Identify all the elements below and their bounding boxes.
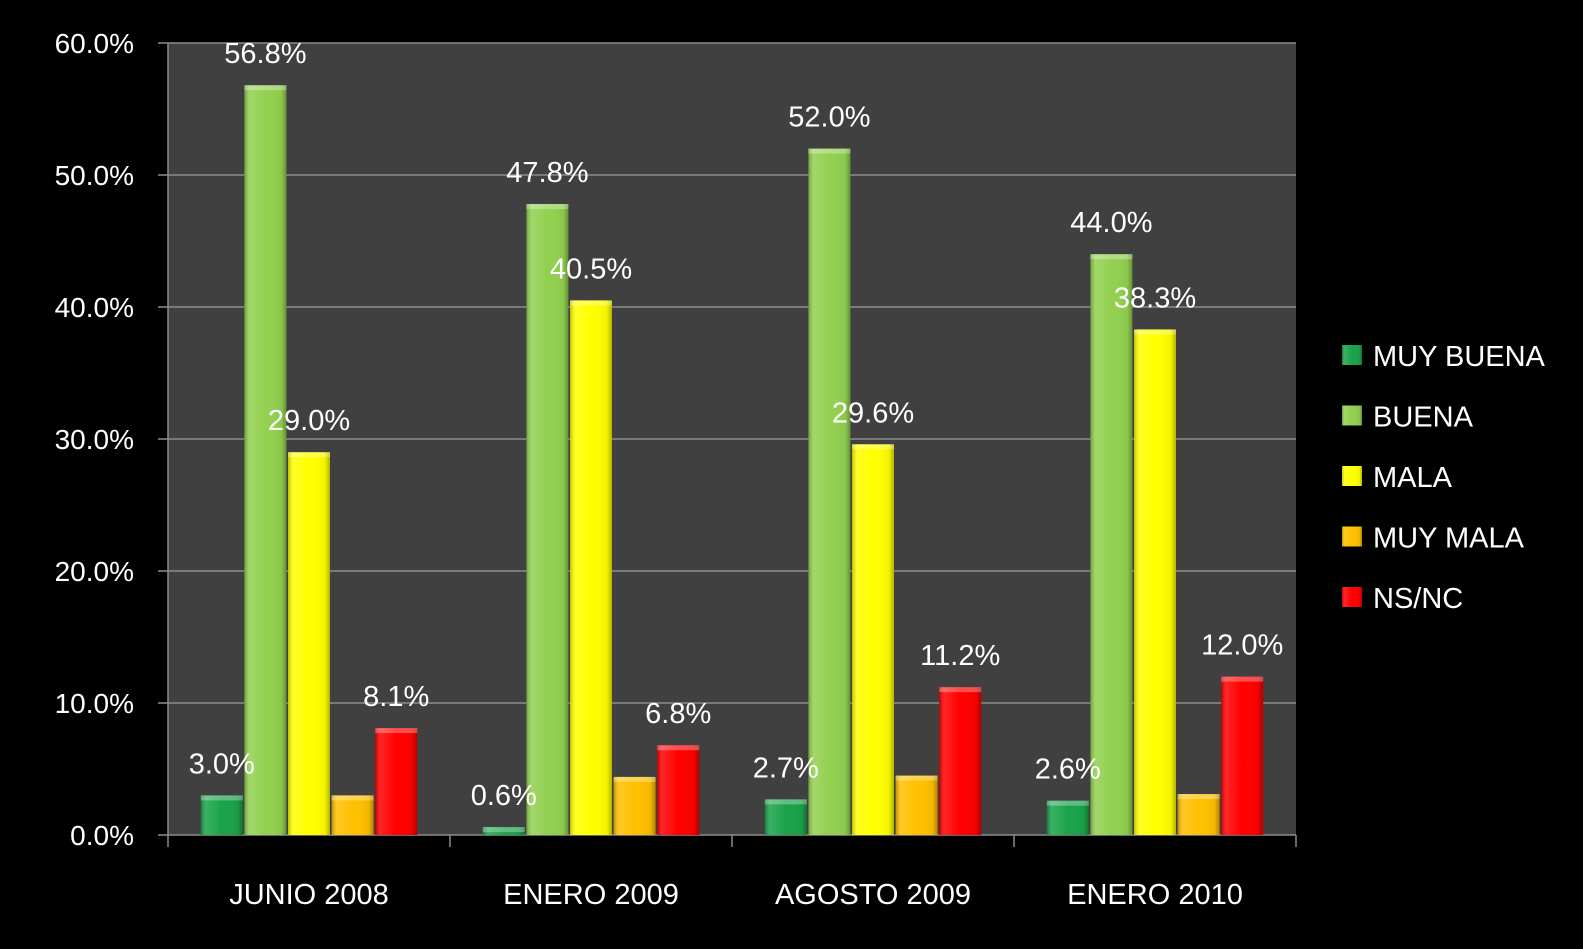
bar-top-bevel (200, 795, 243, 801)
bar-shading (657, 745, 700, 835)
bar-top-bevel (375, 728, 418, 734)
x-category-label: JUNIO 2008 (229, 879, 389, 911)
legend-label: BUENA (1373, 402, 1474, 434)
bar-top-bevel (939, 687, 982, 693)
y-tick-label: 20.0% (55, 556, 134, 587)
bar-top-bevel (1134, 329, 1176, 335)
bar-top-bevel (657, 745, 700, 751)
legend-swatch-shading (1342, 405, 1362, 426)
legend-swatch-shading (1342, 345, 1362, 365)
bar-shading (1090, 254, 1133, 835)
legend-swatch-shading (1342, 587, 1362, 607)
data-label: 8.1% (363, 681, 429, 713)
bar-top-bevel (764, 799, 807, 805)
bar-top-bevel (570, 300, 612, 306)
y-tick-label: 30.0% (55, 424, 134, 455)
bar-shading (1177, 794, 1220, 835)
bar-shading (764, 799, 807, 835)
bar-top-bevel (895, 775, 938, 781)
bar-shading (526, 204, 569, 836)
bar-shading (852, 444, 894, 835)
legend-label: MALA (1373, 462, 1453, 494)
legend-item: MUY MALA (1342, 523, 1525, 555)
x-category-label: ENERO 2009 (503, 879, 679, 911)
bar-top-bevel (482, 827, 525, 833)
legend-item: MUY BUENA (1342, 341, 1546, 373)
bar-top-bevel (1221, 676, 1264, 682)
gridlines (168, 42, 1296, 704)
bar-shading (375, 728, 418, 835)
legend-swatch-shading (1342, 526, 1362, 547)
legend-label: MUY MALA (1373, 523, 1525, 555)
bar-shading (939, 687, 982, 835)
x-category-label: ENERO 2010 (1067, 879, 1243, 911)
legend-item: BUENA (1342, 402, 1474, 434)
y-tick-label: 40.0% (55, 292, 134, 323)
bar-shading (1046, 800, 1089, 835)
bar-top-bevel (1177, 794, 1220, 800)
data-labels: 3.0% 56.8% 29.0% 8.1% 0.6% 47.8% 40.5% 6.8% 2.7%… (189, 38, 1284, 812)
data-label: 3.0% (189, 748, 255, 780)
data-label: 6.8% (645, 698, 711, 730)
bar-top-bevel (526, 204, 569, 210)
y-tick-label: 0.0% (70, 820, 134, 851)
data-label: 52.0% (788, 102, 870, 134)
data-label: 56.8% (224, 38, 306, 70)
bar-top-bevel (331, 795, 374, 801)
data-label: 11.2% (920, 640, 1000, 672)
bar-shading (482, 827, 525, 835)
bar-shading (288, 452, 330, 835)
bar-shading (244, 85, 287, 836)
bar-top-bevel (852, 444, 894, 450)
y-tick-label: 60.0% (55, 28, 134, 59)
bar-shading (808, 148, 851, 836)
bar-shading (895, 775, 938, 835)
bars (200, 85, 1264, 836)
bar-shading (1134, 329, 1176, 835)
y-tick-label: 10.0% (55, 688, 134, 719)
bar-shading (331, 795, 374, 835)
x-category-label: AGOSTO 2009 (775, 879, 971, 911)
bar-top-bevel (1090, 254, 1133, 260)
legend-label: MUY BUENA (1373, 341, 1546, 373)
data-label: 44.0% (1070, 207, 1152, 239)
y-tick-label: 50.0% (55, 160, 134, 191)
bar-top-bevel (808, 148, 851, 154)
data-label: 47.8% (506, 157, 588, 189)
legend-label: NS/NC (1373, 583, 1463, 615)
bar-shading (1221, 676, 1264, 835)
data-label: 38.3% (1114, 282, 1196, 314)
legend-swatch-shading (1342, 466, 1362, 486)
bar-top-bevel (288, 452, 330, 458)
data-label: 29.6% (832, 397, 914, 429)
legend: MUY BUENA BUENA MALA MUY MALA NS/NC (1342, 341, 1546, 615)
bar-top-bevel (613, 776, 656, 782)
bar-shading (570, 300, 612, 835)
data-label: 2.6% (1035, 754, 1101, 786)
bar-top-bevel (244, 85, 287, 91)
data-label: 40.5% (550, 253, 632, 285)
bar-shading (613, 776, 656, 835)
bar-shading (200, 795, 243, 835)
bar-top-bevel (1046, 800, 1089, 806)
data-label: 2.7% (753, 752, 819, 784)
data-label: 29.0% (268, 405, 350, 437)
legend-item: MALA (1342, 462, 1453, 494)
data-label: 12.0% (1201, 630, 1283, 662)
legend-item: NS/NC (1342, 583, 1463, 615)
data-label: 0.6% (471, 780, 537, 812)
